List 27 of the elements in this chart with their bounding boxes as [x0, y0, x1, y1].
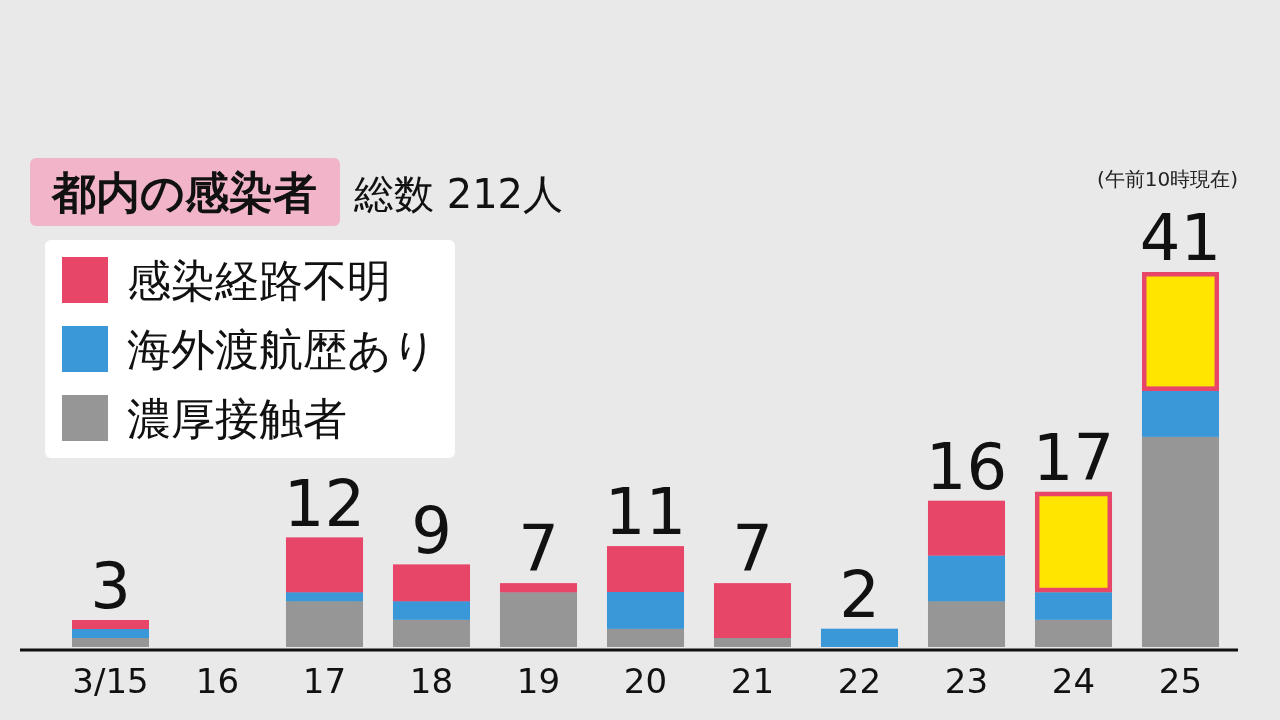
chart-subtitle: 総数 212人: [353, 171, 564, 217]
legend-label: 濃厚接触者: [127, 393, 347, 444]
x-tick-label: 19: [516, 661, 561, 701]
annotation: 11: [604, 475, 687, 550]
x-tick-label: 17: [302, 661, 347, 701]
legend-label: 海外渡航歴あり: [127, 324, 437, 375]
x-tick-label: 24: [1051, 661, 1096, 701]
annotation: 17: [1032, 420, 1115, 495]
annotation: 3: [90, 549, 131, 623]
annotation: 7: [732, 512, 773, 587]
annotation: 9: [411, 493, 452, 568]
x-tick-label: 20: [623, 661, 668, 701]
x-tick-label: 22: [837, 661, 882, 701]
x-tick-label: 16: [195, 661, 240, 701]
text: (午前10時現在): [1096, 167, 1238, 191]
x-tick-label: 3/15: [72, 661, 149, 701]
annotation: 2: [839, 557, 880, 632]
annotation: 16: [925, 429, 1008, 504]
annotation: 41: [1139, 201, 1222, 275]
annotation: 12: [283, 466, 366, 541]
chart-title: 都内の感染者: [51, 167, 317, 218]
x-tick-label: 23: [944, 661, 989, 701]
annotation: 7: [518, 512, 559, 587]
legend-label: 感染経路不明: [127, 255, 391, 306]
x-tick-label: 18: [409, 661, 454, 701]
x-tick-label: 25: [1158, 661, 1203, 701]
x-tick-label: 21: [730, 661, 775, 701]
